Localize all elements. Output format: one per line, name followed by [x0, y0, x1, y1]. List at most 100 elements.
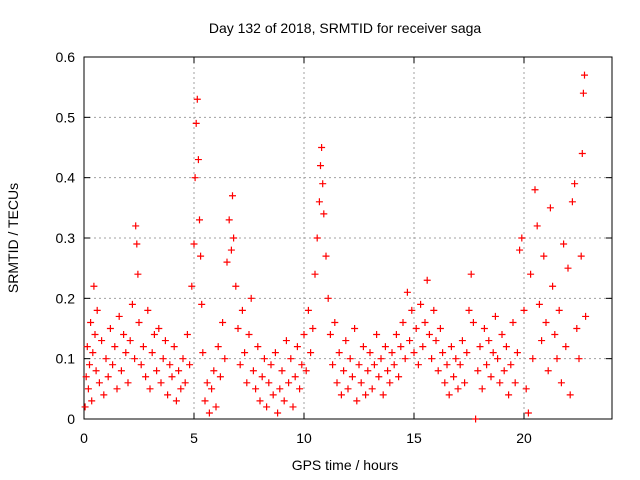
- data-point: [456, 361, 464, 369]
- data-point: [188, 282, 196, 290]
- data-point: [313, 234, 321, 242]
- data-point: [241, 349, 249, 357]
- data-point: [414, 361, 422, 369]
- data-point: [344, 385, 352, 393]
- data-point: [434, 367, 442, 375]
- data-point: [579, 89, 587, 97]
- data-point: [417, 300, 425, 308]
- x-tick-label: 20: [516, 430, 532, 446]
- data-point: [298, 361, 306, 369]
- data-point: [551, 331, 559, 339]
- data-point: [157, 379, 165, 387]
- y-tick-label: 0.3: [56, 230, 76, 246]
- data-point: [331, 318, 339, 326]
- y-tick-label: 0.5: [56, 109, 76, 125]
- data-point: [319, 180, 327, 188]
- data-point: [513, 349, 521, 357]
- data-point: [340, 367, 348, 375]
- data-point: [263, 403, 271, 411]
- data-point: [571, 180, 579, 188]
- data-point: [95, 379, 103, 387]
- data-point: [86, 361, 93, 369]
- data-point: [191, 174, 199, 182]
- data-point: [575, 355, 583, 363]
- data-point: [549, 282, 557, 290]
- data-point: [399, 318, 407, 326]
- data-point: [581, 71, 588, 79]
- data-point: [88, 397, 96, 405]
- x-tick-label: 15: [406, 430, 422, 446]
- data-point: [106, 325, 114, 332]
- data-point: [531, 186, 539, 194]
- data-point: [100, 391, 108, 399]
- data-point: [483, 361, 491, 369]
- data-point: [465, 306, 473, 314]
- data-point: [573, 325, 581, 332]
- data-point: [199, 349, 207, 357]
- data-point: [208, 385, 216, 393]
- data-point: [247, 294, 255, 302]
- data-point: [362, 391, 370, 399]
- data-point: [342, 337, 350, 345]
- data-point: [113, 385, 121, 393]
- data-point: [274, 409, 282, 417]
- data-point: [132, 222, 140, 230]
- data-point: [238, 306, 246, 314]
- data-point: [555, 306, 563, 314]
- x-axis-label: GPS time / hours: [292, 457, 399, 473]
- data-point: [546, 204, 554, 212]
- data-point: [441, 379, 449, 387]
- data-point: [186, 361, 194, 369]
- data-point: [172, 397, 180, 405]
- data-point: [355, 361, 363, 369]
- data-point: [329, 361, 337, 369]
- data-point: [210, 367, 218, 375]
- data-point: [260, 355, 268, 363]
- data-point: [83, 343, 91, 351]
- data-point: [388, 349, 396, 357]
- data-point: [142, 373, 150, 381]
- data-point: [577, 252, 585, 260]
- data-point: [269, 391, 277, 399]
- data-point: [203, 379, 211, 387]
- data-point: [542, 318, 550, 326]
- data-point: [198, 300, 206, 308]
- data-point: [430, 306, 438, 314]
- data-point: [289, 403, 297, 411]
- data-point: [87, 318, 95, 326]
- data-point: [412, 325, 420, 332]
- data-point: [291, 373, 299, 381]
- data-point: [177, 385, 185, 393]
- data-point: [410, 349, 418, 357]
- data-point: [109, 361, 117, 369]
- data-point: [337, 391, 345, 399]
- data-point: [375, 373, 383, 381]
- data-point: [137, 361, 145, 369]
- data-point: [124, 379, 132, 387]
- data-point: [419, 343, 427, 351]
- data-point: [447, 343, 455, 351]
- data-point: [81, 403, 89, 411]
- data-point: [296, 385, 304, 393]
- data-point: [252, 385, 260, 393]
- data-point: [524, 409, 532, 417]
- data-point: [553, 355, 561, 363]
- data-point: [309, 325, 317, 332]
- data-point: [489, 349, 497, 357]
- data-point: [476, 343, 484, 351]
- data-point: [245, 331, 253, 339]
- data-point: [487, 373, 495, 381]
- data-point: [386, 379, 394, 387]
- data-point: [311, 270, 319, 278]
- data-point: [135, 318, 143, 326]
- data-point: [212, 403, 220, 411]
- x-tick-label: 10: [296, 430, 312, 446]
- data-point: [168, 373, 176, 381]
- data-point: [445, 391, 453, 399]
- data-point: [485, 337, 493, 345]
- data-point: [522, 385, 530, 393]
- data-point: [84, 385, 92, 393]
- y-axis-label: SRMTID / TECUs: [5, 183, 21, 293]
- data-point: [560, 240, 568, 248]
- data-point: [300, 331, 308, 339]
